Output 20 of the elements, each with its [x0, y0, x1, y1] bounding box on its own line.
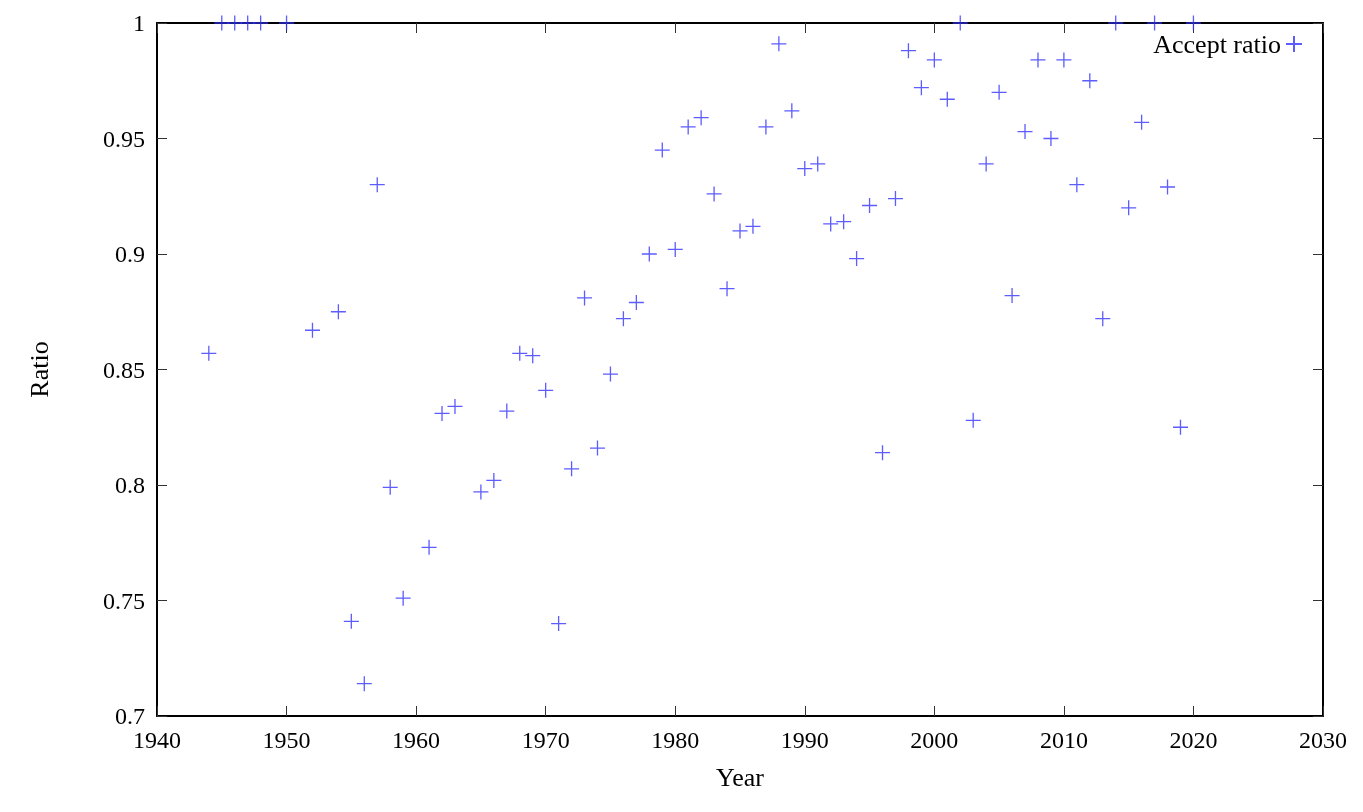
x-axis-title: Year: [716, 762, 765, 792]
x-tick-label: 1950: [262, 727, 311, 753]
y-tick-label: 0.85: [103, 356, 145, 383]
y-tick-label: 0.75: [103, 587, 145, 614]
x-tick-label: 1990: [780, 727, 829, 753]
x-tick-label: 2000: [910, 727, 959, 753]
x-tick-label: 1980: [651, 727, 700, 753]
y-tick-label: 0.7: [115, 703, 145, 729]
y-tick-label: 0.9: [115, 241, 145, 267]
x-tick-label: 2010: [1039, 727, 1088, 753]
y-tick-label: 0.8: [115, 472, 145, 498]
legend-label: Accept ratio: [1153, 29, 1281, 59]
x-tick-label: 2030: [1299, 727, 1347, 753]
y-tick-label: 0.95: [103, 125, 145, 152]
x-tick-label: 1940: [133, 727, 181, 753]
x-tick-label: 1970: [521, 727, 570, 753]
y-tick-label: 1: [133, 10, 145, 36]
x-tick-label: 2020: [1169, 727, 1218, 753]
y-axis-title: Ratio: [24, 341, 54, 398]
x-tick-label: 1960: [392, 727, 441, 753]
